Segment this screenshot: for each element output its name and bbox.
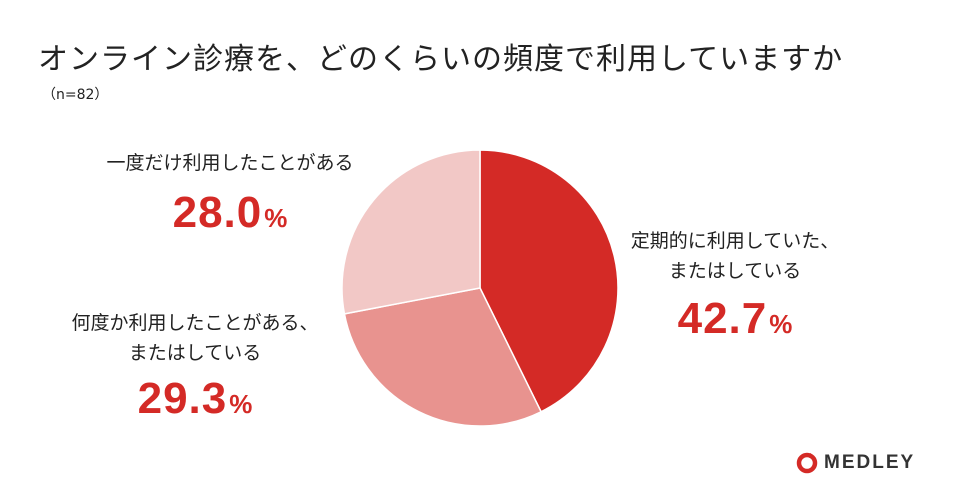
slice-label-regular: 定期的に利用していた、 またはしている 42.7% [580,226,890,344]
percent-sign: % [229,389,253,419]
slice-percent-value: 28.0 [172,188,263,237]
slice-label-line1: 一度だけ利用したことがある [106,152,354,174]
pie-slice-2 [341,149,481,315]
slice-label-line2: またはしている [128,342,262,364]
slice-percent: 29.3% [40,374,350,424]
percent-sign: % [264,203,288,233]
brand-logo: MEDLEY [796,452,915,474]
percent-sign: % [769,309,793,339]
slice-percent: 28.0% [80,188,380,238]
slice-percent-value: 42.7 [677,294,768,343]
medley-logo-icon [796,452,818,474]
slice-label-several-times: 何度か利用したことがある、 またはしている 29.3% [40,308,350,424]
chart-title: オンライン診療を、どのくらいの頻度で利用していますか [38,42,844,77]
pie-slice-0 [479,149,619,413]
brand-name: MEDLEY [824,452,916,473]
slice-percent: 42.7% [580,294,890,344]
sample-size: （n=82） [42,87,109,103]
slice-label-line1: 定期的に利用していた、 [630,230,840,252]
slice-label-once: 一度だけ利用したことがある 28.0% [80,148,380,238]
slice-label-line1: 何度か利用したことがある、 [71,312,319,334]
slice-label-line2: またはしている [668,260,802,282]
slice-percent-value: 29.3 [137,374,228,423]
pie-chart [341,149,619,427]
pie-slice-1 [343,287,543,427]
